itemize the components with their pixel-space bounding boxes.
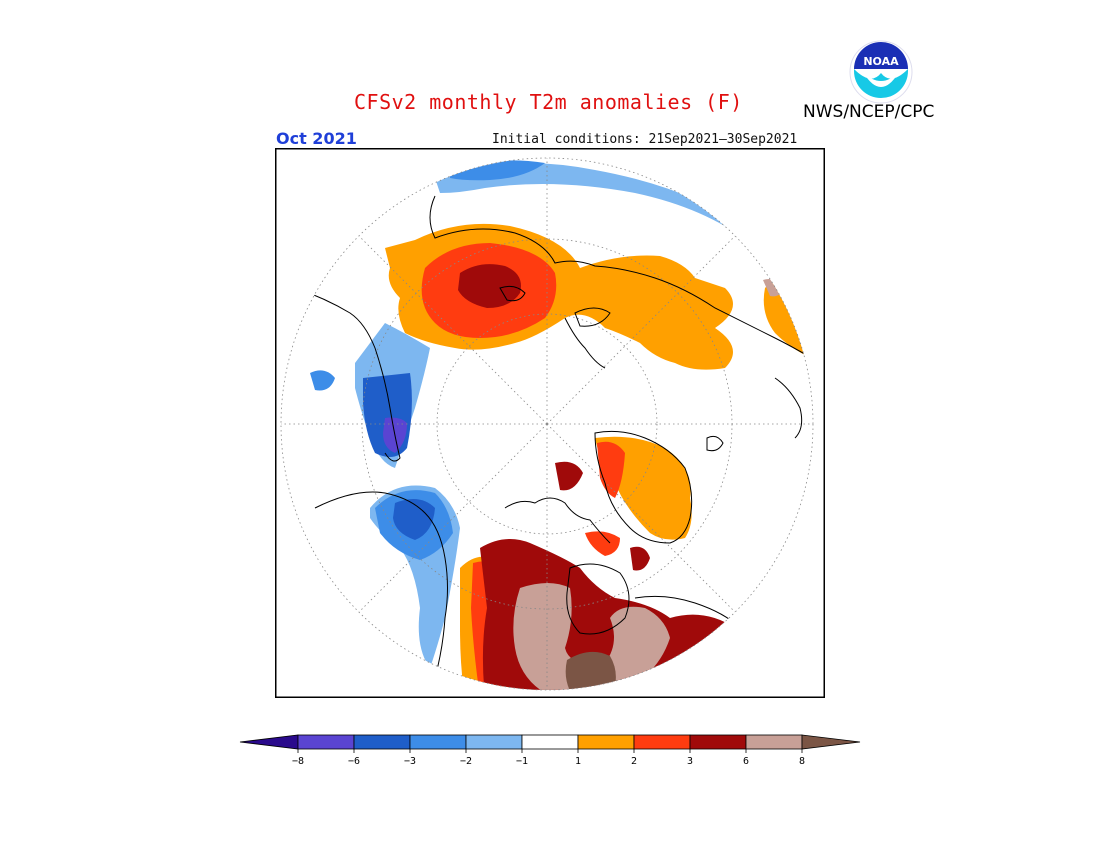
color-legend-tick-label: −8 — [292, 756, 304, 767]
anomaly-region-greenland-coast-hot — [555, 461, 583, 491]
coastline-eurasia-north — [429, 195, 813, 364]
color-legend-swatch — [745, 734, 803, 750]
coastline-greenland — [594, 430, 693, 544]
color-legend-swatch — [633, 734, 691, 750]
anomaly-map — [275, 148, 825, 698]
noaa-logo-sky — [854, 42, 908, 69]
color-legend-ticks: −8 −6 −3 −2 −1 1 2 3 6 8 — [292, 749, 805, 767]
anomaly-region-canada-cold-core — [393, 499, 435, 540]
noaa-logo-gull — [863, 72, 899, 87]
color-legend-arrow-high — [801, 734, 861, 750]
anomaly-fields — [310, 160, 813, 690]
color-legend: −8 −6 −3 −2 −1 1 2 3 6 8 — [239, 734, 861, 767]
color-legend-swatch — [409, 734, 467, 750]
chart-title: CFSv2 monthly T2m anomalies (F) — [354, 90, 743, 114]
noaa-logo-text: NOAA — [863, 55, 899, 68]
color-legend-tick-label: −6 — [348, 756, 360, 767]
meridian-315 — [358, 235, 548, 425]
color-legend-swatch — [297, 734, 355, 750]
agency-label: NWS/NCEP/CPC — [803, 102, 935, 122]
meridian-45 — [546, 235, 736, 425]
anomaly-region-top-cold-band — [435, 163, 765, 243]
coastline-scandinavia — [774, 377, 803, 439]
color-legend-tick-label: −2 — [460, 756, 472, 767]
color-legend-swatch — [689, 734, 747, 750]
coastline-hudson-bay — [566, 563, 630, 635]
color-legend-tick-label: 3 — [687, 756, 693, 767]
target-month-label: Oct 2021 — [276, 129, 357, 148]
color-legend-arrow-low — [239, 734, 299, 750]
latitude-circle-75 — [436, 313, 658, 535]
noaa-logo: NOAA — [849, 40, 913, 104]
anomaly-region-scandinavia-hot — [597, 441, 625, 498]
map-border — [275, 148, 825, 698]
color-legend-tick-label: 6 — [743, 756, 749, 767]
color-legend-swatch — [521, 734, 579, 750]
color-legend-swatch — [353, 734, 411, 750]
meridian-225 — [358, 423, 548, 613]
color-legend-swatches — [239, 734, 861, 750]
coastline-arctic-archipelago — [504, 497, 611, 544]
coastline-alaska — [294, 287, 401, 462]
color-legend-tick-label: −1 — [516, 756, 528, 767]
anomaly-region-alaska-west-cold — [310, 370, 335, 391]
graticule — [280, 157, 814, 691]
coastline-kara — [564, 317, 606, 369]
meridian-135 — [546, 423, 736, 613]
coastline-canada-west — [314, 491, 448, 679]
color-legend-tick-label: 2 — [631, 756, 637, 767]
initial-conditions-label: Initial conditions: 21Sep2021—30Sep2021 — [492, 132, 798, 147]
anomaly-region-na-warm-very-strong — [513, 583, 670, 690]
color-legend-swatch — [465, 734, 523, 750]
coastline-siberia-islands — [499, 285, 611, 327]
color-legend-swatch — [577, 734, 635, 750]
coastlines — [294, 195, 813, 679]
color-legend-tick-label: 1 — [575, 756, 581, 767]
anomaly-region-hudson-warm — [630, 546, 650, 571]
anomaly-region-greenland-south-warm — [585, 531, 620, 556]
coastline-iceland — [706, 435, 724, 452]
color-legend-tick-label: −3 — [404, 756, 416, 767]
color-legend-tick-label: 8 — [799, 756, 805, 767]
